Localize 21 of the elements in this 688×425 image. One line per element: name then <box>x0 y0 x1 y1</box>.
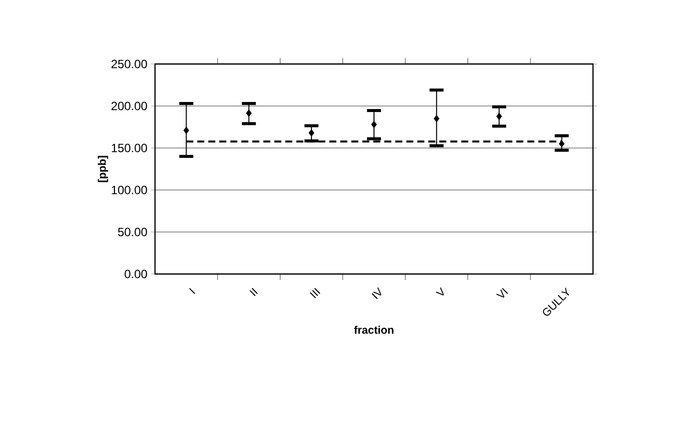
y-axis-title: [ppb] <box>98 156 108 182</box>
y-tick-label: 0.00 <box>124 270 148 278</box>
y-tick-label: 50.00 <box>118 228 148 236</box>
point <box>434 114 440 122</box>
x-tick-label: II <box>250 288 258 296</box>
y-tick-label: 100.00 <box>112 186 148 194</box>
point <box>246 109 252 117</box>
point <box>371 120 377 128</box>
y-tick-label: 250.00 <box>112 60 148 68</box>
point <box>183 126 190 134</box>
x-tick-label: IV <box>372 287 382 300</box>
y-tick-label: 200.00 <box>112 102 148 110</box>
x-axis-title: fraction <box>354 326 394 334</box>
x-tick-label: I <box>189 288 196 294</box>
point <box>308 129 314 137</box>
point <box>558 140 565 148</box>
x-tick-label: III <box>310 288 320 298</box>
y-tick-label: 150.00 <box>112 144 148 152</box>
point <box>496 112 502 120</box>
x-tick-label: VI <box>496 288 508 298</box>
x-tick-label: V <box>436 287 444 296</box>
